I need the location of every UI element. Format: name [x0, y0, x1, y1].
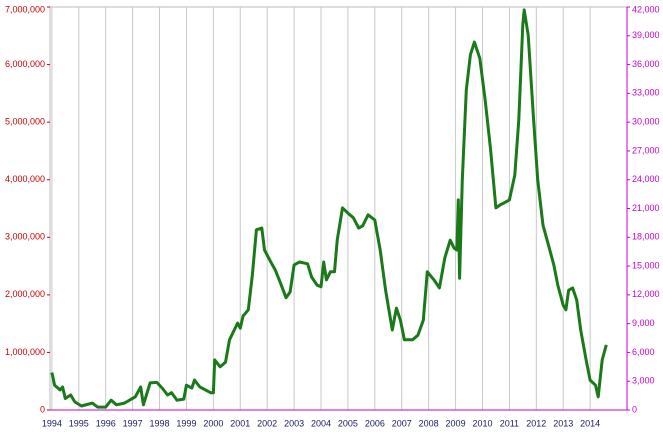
x-tick-label: 2000	[203, 418, 223, 428]
x-tick-label: 2006	[365, 418, 385, 428]
y-tick-label: 7,000,000	[5, 4, 45, 14]
y2-tick-label: 30,000	[632, 117, 660, 127]
x-tick-label: 1995	[69, 418, 89, 428]
x-tick-label: 2004	[311, 418, 331, 428]
y2-tick-label: 0	[632, 404, 637, 414]
y2-tick-label: 36,000	[632, 59, 660, 69]
y2-tick-label: 12,000	[632, 289, 660, 299]
x-tick-label: 2013	[553, 418, 573, 428]
x-tick-label: 1997	[123, 418, 143, 428]
x-tick-label: 1996	[96, 418, 116, 428]
y-tick-label: 1,000,000	[5, 347, 45, 357]
y-tick-label: 0	[40, 404, 45, 414]
y2-tick-label: 9,000	[632, 318, 655, 328]
y-tick-label: 4,000,000	[5, 174, 45, 184]
x-tick-label: 2002	[257, 418, 277, 428]
y2-tick-label: 6,000	[632, 347, 655, 357]
y-tick-label: 5,000,000	[5, 117, 45, 127]
x-tick-label: 2010	[472, 418, 492, 428]
x-tick-label: 2001	[230, 418, 250, 428]
x-tick-label: 1998	[150, 418, 170, 428]
y2-tick-label: 39,000	[632, 30, 660, 40]
y2-tick-label: 27,000	[632, 145, 660, 155]
x-tick-label: 2005	[338, 418, 358, 428]
y-tick-label: 6,000,000	[5, 59, 45, 69]
x-tick-label: 2009	[446, 418, 466, 428]
y2-tick-label: 24,000	[632, 174, 660, 184]
y2-tick-label: 18,000	[632, 232, 660, 242]
x-tick-label: 2007	[392, 418, 412, 428]
y2-tick-label: 33,000	[632, 88, 660, 98]
x-tick-label: 2011	[500, 418, 519, 428]
x-tick-label: 1999	[176, 418, 196, 428]
x-tick-label: 2003	[284, 418, 304, 428]
y2-tick-label: 21,000	[632, 203, 660, 213]
y2-tick-label: 42,000	[632, 4, 660, 14]
x-tick-label: 2008	[419, 418, 439, 428]
y2-tick-label: 15,000	[632, 260, 660, 270]
y2-tick-label: 3,000	[632, 376, 655, 386]
x-tick-label: 1994	[42, 418, 62, 428]
y-tick-label: 2,000,000	[5, 289, 45, 299]
line-series	[50, 8, 608, 409]
x-tick-label: 2012	[526, 418, 546, 428]
y-tick-label: 3,000,000	[5, 232, 45, 242]
x-tick-label: 2014	[580, 418, 600, 428]
